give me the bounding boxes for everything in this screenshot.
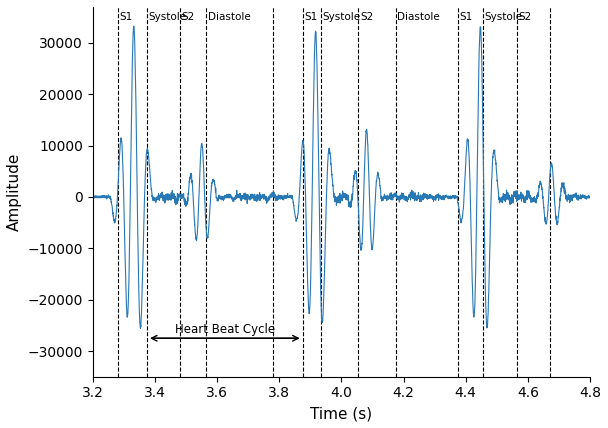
Text: S1: S1	[460, 12, 473, 22]
Text: Diastole: Diastole	[398, 12, 440, 22]
Text: Systole: Systole	[485, 12, 522, 22]
Y-axis label: Amplitude: Amplitude	[7, 153, 22, 231]
Text: Systole: Systole	[149, 12, 187, 22]
Text: S2: S2	[181, 12, 195, 22]
Text: S1: S1	[304, 12, 317, 22]
Text: S1: S1	[119, 12, 133, 22]
Text: Systole: Systole	[323, 12, 361, 22]
Text: S2: S2	[360, 12, 373, 22]
Text: Heart Beat Cycle: Heart Beat Cycle	[174, 323, 275, 336]
Text: S2: S2	[519, 12, 532, 22]
Text: Diastole: Diastole	[208, 12, 250, 22]
X-axis label: Time (s): Time (s)	[310, 406, 373, 421]
